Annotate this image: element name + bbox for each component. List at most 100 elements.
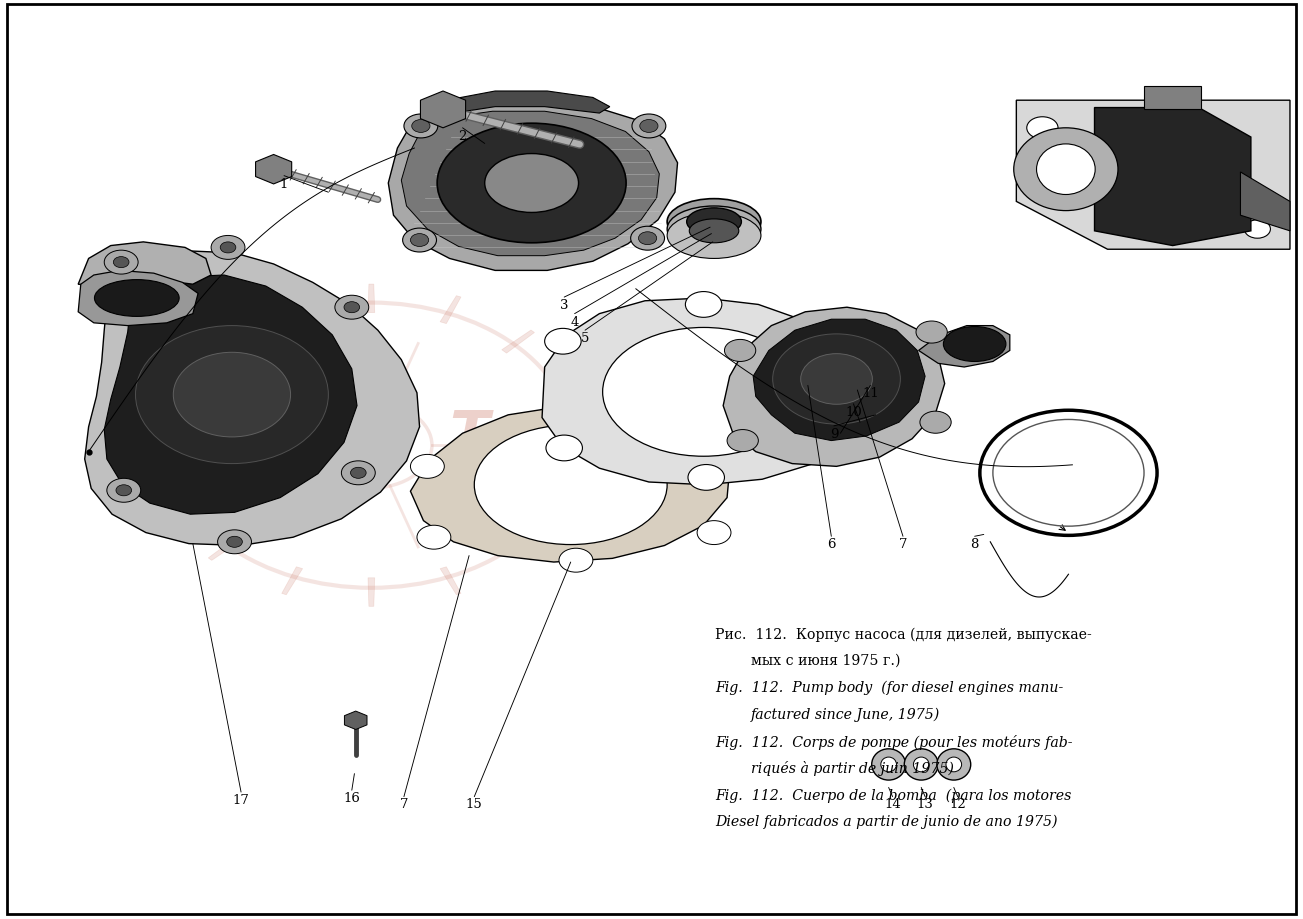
Text: 7: 7 <box>400 798 408 811</box>
Circle shape <box>417 526 451 550</box>
Circle shape <box>1027 118 1058 140</box>
Ellipse shape <box>173 353 291 437</box>
Polygon shape <box>104 276 357 515</box>
Circle shape <box>403 229 437 253</box>
Ellipse shape <box>1037 145 1096 196</box>
Circle shape <box>218 530 251 554</box>
Polygon shape <box>443 92 610 114</box>
Circle shape <box>410 455 444 479</box>
Polygon shape <box>208 538 241 561</box>
Ellipse shape <box>946 757 962 772</box>
Polygon shape <box>85 252 420 546</box>
Text: 12: 12 <box>950 798 966 811</box>
Polygon shape <box>344 711 367 730</box>
Circle shape <box>220 243 236 254</box>
Polygon shape <box>1095 108 1251 246</box>
Text: Рис.  112.  Корпус насоса (для дизелей, выпускае-: Рис. 112. Корпус насоса (для дизелей, вы… <box>715 627 1092 641</box>
Text: 8: 8 <box>971 538 979 550</box>
Polygon shape <box>367 285 375 313</box>
Ellipse shape <box>667 213 761 259</box>
Circle shape <box>341 461 375 485</box>
Circle shape <box>546 436 582 461</box>
Polygon shape <box>1240 173 1290 232</box>
Polygon shape <box>78 271 198 326</box>
Circle shape <box>829 433 865 459</box>
Circle shape <box>727 430 758 452</box>
Text: riqués à partir de juin 1975): riqués à partir de juin 1975) <box>751 760 954 775</box>
Text: 15: 15 <box>466 798 482 811</box>
Polygon shape <box>255 155 292 185</box>
Circle shape <box>404 115 438 139</box>
Circle shape <box>410 234 429 247</box>
Ellipse shape <box>94 280 179 317</box>
Ellipse shape <box>474 425 667 545</box>
Polygon shape <box>159 382 199 397</box>
Text: factured since June, 1975): factured since June, 1975) <box>751 707 939 721</box>
Polygon shape <box>208 331 241 354</box>
Ellipse shape <box>800 355 873 404</box>
Circle shape <box>640 120 658 133</box>
Circle shape <box>1244 221 1270 239</box>
Polygon shape <box>388 101 678 271</box>
Circle shape <box>107 479 141 503</box>
Ellipse shape <box>687 209 741 236</box>
Polygon shape <box>542 299 863 485</box>
Text: 11: 11 <box>863 387 878 400</box>
Text: 1: 1 <box>280 177 288 190</box>
Polygon shape <box>919 326 1010 368</box>
Ellipse shape <box>913 757 929 772</box>
Circle shape <box>697 521 731 545</box>
Text: 4: 4 <box>571 315 579 328</box>
Text: 9: 9 <box>830 427 838 440</box>
Text: 3: 3 <box>560 299 568 312</box>
Circle shape <box>227 537 242 548</box>
Circle shape <box>559 400 593 424</box>
Circle shape <box>116 485 132 496</box>
Circle shape <box>826 332 863 357</box>
Ellipse shape <box>943 327 1006 362</box>
Circle shape <box>688 465 724 491</box>
Text: 10: 10 <box>846 405 861 418</box>
Circle shape <box>545 329 581 355</box>
Ellipse shape <box>872 749 906 780</box>
Polygon shape <box>502 331 534 354</box>
Polygon shape <box>281 567 302 596</box>
Polygon shape <box>1144 87 1201 110</box>
Circle shape <box>685 292 722 318</box>
Polygon shape <box>502 538 534 561</box>
Ellipse shape <box>904 749 938 780</box>
Circle shape <box>344 302 360 313</box>
Ellipse shape <box>937 749 971 780</box>
Ellipse shape <box>437 124 625 244</box>
Circle shape <box>632 115 666 139</box>
Circle shape <box>638 233 657 245</box>
Polygon shape <box>543 494 584 509</box>
Polygon shape <box>440 296 461 324</box>
Polygon shape <box>440 567 461 596</box>
Ellipse shape <box>667 207 761 253</box>
Polygon shape <box>1016 101 1290 250</box>
Polygon shape <box>723 308 945 467</box>
Circle shape <box>724 340 756 362</box>
Text: 17: 17 <box>233 793 249 806</box>
Polygon shape <box>143 443 184 448</box>
Circle shape <box>335 296 369 320</box>
Polygon shape <box>559 443 599 448</box>
Ellipse shape <box>667 199 761 245</box>
Text: 7: 7 <box>899 538 907 550</box>
Polygon shape <box>421 92 465 129</box>
Text: 13: 13 <box>917 798 933 811</box>
Ellipse shape <box>136 326 328 464</box>
Circle shape <box>113 257 129 268</box>
Polygon shape <box>281 296 302 324</box>
Text: 14: 14 <box>885 798 900 811</box>
Text: Fig.  112.  Corps de pompe (pour les motéurs fab-: Fig. 112. Corps de pompe (pour les motéu… <box>715 734 1072 749</box>
Text: 16: 16 <box>344 791 360 804</box>
Circle shape <box>104 251 138 275</box>
Text: продаёт: продаёт <box>430 470 618 508</box>
Text: Fig.  112.  Cuerpo de la bomba  (para los motores: Fig. 112. Cuerpo de la bomba (para los m… <box>715 788 1072 802</box>
Circle shape <box>631 227 665 251</box>
Circle shape <box>920 412 951 434</box>
Circle shape <box>351 468 366 479</box>
Circle shape <box>559 549 593 573</box>
